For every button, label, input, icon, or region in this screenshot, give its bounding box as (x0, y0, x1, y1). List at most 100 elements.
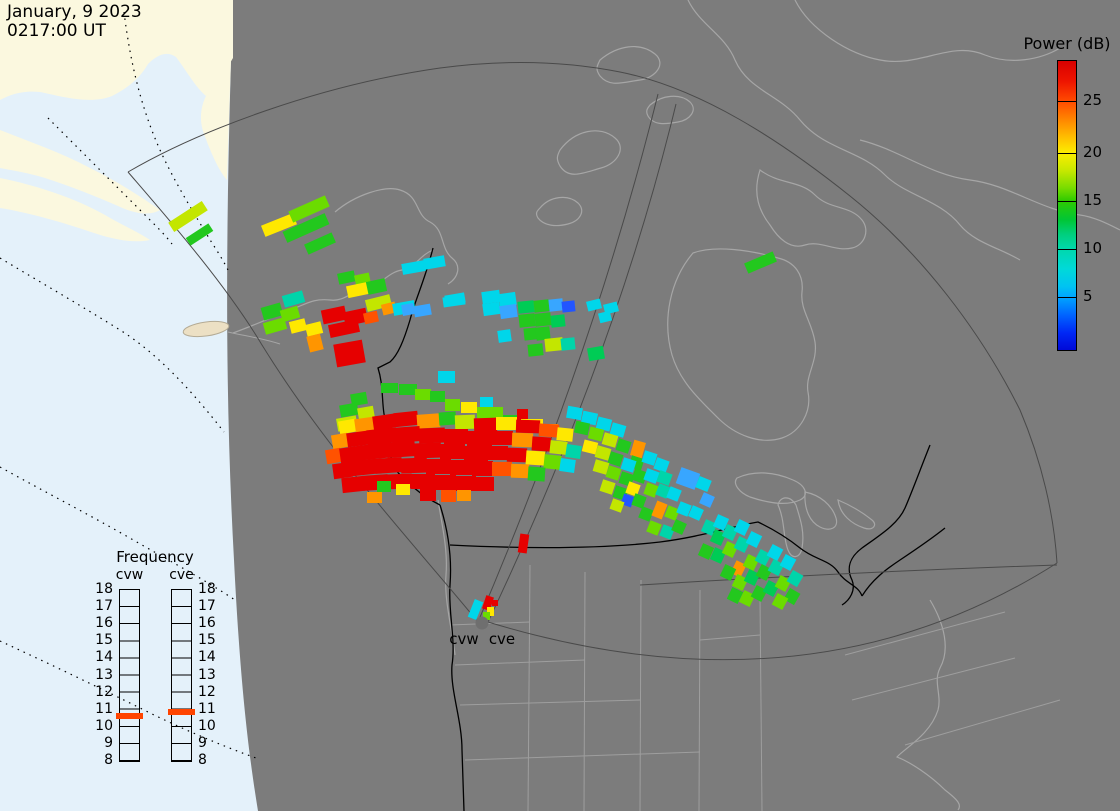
echo-cell (339, 445, 363, 464)
echo-cell (641, 450, 658, 466)
echo-cell (543, 454, 562, 470)
echo-cell (733, 519, 751, 536)
echo-cell (525, 450, 546, 466)
echo-cell (620, 493, 635, 508)
echo-cell (440, 444, 465, 459)
echo-cell (515, 419, 541, 434)
frequency-legend-title: Frequency (116, 548, 194, 566)
echo-cell (457, 490, 471, 501)
echo-cell (415, 389, 431, 400)
echo-cell (561, 300, 576, 313)
echo-cell (544, 337, 564, 352)
echo-cell (374, 457, 403, 474)
colorbar-tick-line (1058, 249, 1076, 250)
state-borders (449, 564, 1061, 811)
echo-cell (413, 442, 442, 459)
echo-cell (511, 432, 534, 448)
echo-cell (288, 318, 308, 334)
colorbar-tick-line (1058, 101, 1076, 102)
echo-cell (400, 457, 428, 474)
echo-cell (401, 260, 426, 275)
echo-cell (744, 251, 777, 274)
echo-cell (337, 270, 356, 285)
echo-cell (712, 514, 730, 531)
frequency-tick-label: 9 (104, 735, 113, 751)
echo-cell (282, 213, 330, 243)
echo-cell (615, 438, 632, 454)
echo-cell (357, 405, 375, 421)
echo-cell (774, 574, 792, 593)
echo-cell (709, 547, 727, 564)
echo-cell (695, 476, 712, 492)
frequency-tick-label: 17 (95, 598, 113, 614)
colorbar-title: Power (dB) (1023, 34, 1111, 53)
echo-cell (332, 461, 353, 480)
echo-cell (367, 492, 382, 503)
echo-cell (377, 481, 391, 492)
echo-cell (442, 294, 466, 308)
echo-cell (386, 441, 416, 458)
echo-cell (605, 465, 622, 481)
echo-cell (630, 439, 646, 459)
echo-cell (350, 458, 377, 477)
frequency-tick-label: 12 (198, 684, 216, 700)
echo-cell (675, 467, 701, 490)
map-site-label-cvw: cvw (449, 630, 479, 648)
echo-cell (533, 299, 550, 313)
echo-cell (601, 432, 619, 448)
echo-cell (467, 431, 492, 446)
echo-cell (581, 439, 599, 455)
frequency-tick-label: 14 (198, 649, 216, 665)
echo-cell (372, 413, 396, 431)
frequency-scale-cve (171, 589, 192, 762)
frequency-column-cve: cve (169, 567, 194, 583)
echo-cell (602, 301, 620, 315)
frequency-tick-label: 15 (198, 632, 216, 648)
echo-cell (676, 501, 692, 517)
colorbar-tick-label: 10 (1083, 239, 1103, 257)
echo-cell (341, 475, 365, 494)
echo-cell (609, 422, 627, 438)
echo-cell (413, 303, 432, 318)
echo-cell (750, 584, 768, 603)
frequency-tick-label: 8 (198, 752, 207, 768)
echo-cell (655, 483, 671, 499)
colorbar-tick-label: 5 (1083, 287, 1093, 305)
echo-cell (487, 446, 508, 460)
echo-cell (656, 470, 673, 486)
echo-cell (709, 529, 727, 546)
echo-cell (664, 505, 680, 521)
echo-cell (535, 326, 551, 341)
echo-cell (455, 476, 476, 491)
echo-cell (573, 420, 591, 436)
echo-cell (743, 569, 761, 586)
echo-cell (594, 445, 612, 461)
echo-cell (411, 474, 435, 489)
echo-cell (733, 536, 751, 553)
echo-cell (726, 587, 744, 604)
frequency-tick-label: 11 (95, 701, 113, 717)
echo-cell (438, 411, 457, 426)
echo-cell (527, 466, 546, 482)
colorbar-tick-line (1058, 201, 1076, 202)
echo-cell (399, 384, 417, 395)
echo-cell (483, 612, 490, 620)
echo-cell (754, 548, 772, 567)
echo-cell (786, 569, 804, 588)
echo-cell (354, 416, 375, 434)
echo-cell (721, 541, 739, 558)
echo-cell (767, 558, 785, 577)
echo-cell (762, 579, 780, 598)
frequency-tick-label: 16 (95, 615, 113, 631)
echo-cell (499, 303, 518, 320)
echo-cell (345, 281, 371, 299)
echo-cell (492, 600, 498, 606)
echo-cell (185, 223, 214, 246)
frequency-tick-label: 14 (95, 649, 113, 665)
echo-cell (719, 564, 737, 581)
echo-cell (260, 302, 284, 321)
echo-cell (625, 481, 641, 497)
echo-cell (434, 475, 456, 490)
echo-cell (450, 460, 473, 475)
echo-cell (430, 391, 445, 402)
